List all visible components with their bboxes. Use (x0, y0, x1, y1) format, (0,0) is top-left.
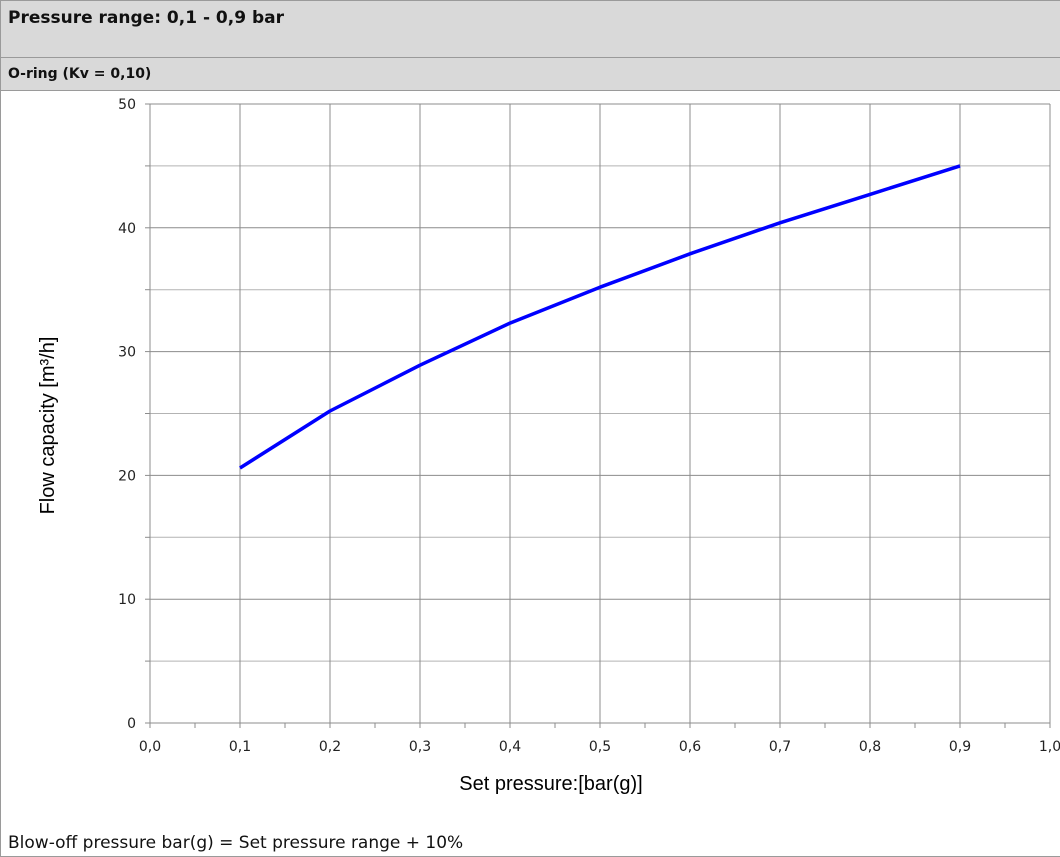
y-tick-label: 40 (118, 221, 136, 237)
y-tick-label: 30 (118, 345, 136, 361)
x-tick-label: 0,8 (859, 739, 881, 755)
x-tick-label: 0,7 (769, 739, 791, 755)
y-tick-label: 0 (127, 716, 136, 732)
x-axis-title: Set pressure:[bar(g)] (459, 773, 642, 795)
x-tick-label: 0,3 (409, 739, 431, 755)
pressure-range-title: Pressure range: 0,1 - 0,9 bar (1, 1, 1060, 58)
x-tick-label: 0,1 (229, 739, 251, 755)
y-tick-label: 10 (118, 592, 136, 608)
y-tick-label: 20 (118, 468, 136, 484)
oring-subtitle: O-ring (Kv = 0,10) (1, 58, 1060, 91)
blow-off-note: Blow-off pressure bar(g) = Set pressure … (8, 833, 464, 853)
x-tick-label: 0,9 (949, 739, 971, 755)
x-tick-label: 1,0 (1039, 739, 1060, 755)
x-tick-label: 0,0 (139, 739, 161, 755)
flow-capacity-line (239, 164, 961, 470)
x-tick-label: 0,6 (679, 739, 701, 755)
y-axis-title: Flow capacity [m³/h] (37, 337, 59, 515)
x-tick-label: 0,5 (589, 739, 611, 755)
flow-capacity-chart: 0 10 20 30 40 50 0,0 0,1 0,2 0,3 0,4 0,5 0,6 0,7 0,8 0,… (37, 97, 1060, 795)
x-tick-label: 0,2 (319, 739, 341, 755)
x-tick-label: 0,4 (499, 739, 521, 755)
y-tick-label: 50 (118, 97, 136, 113)
